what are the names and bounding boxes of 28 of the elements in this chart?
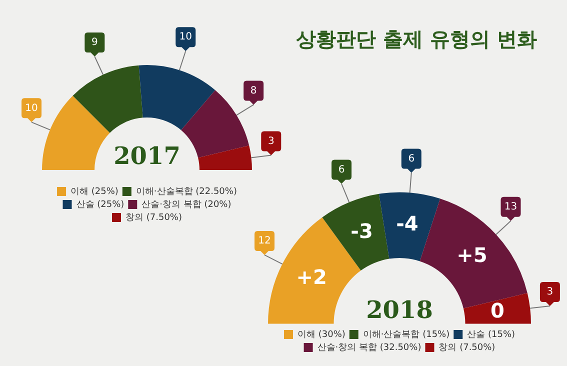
legend-label: 이해·산술복합 (22.50%)	[136, 186, 237, 197]
legend-label: 이해·산술복합 (15%)	[362, 330, 450, 340]
text: +2	[296, 265, 327, 290]
text: -3	[350, 218, 373, 243]
data-label: 6	[338, 164, 345, 176]
data-label: 13	[504, 202, 518, 213]
legend-label: 산술·창의 복합 (20%)	[142, 200, 232, 210]
data-label: 3	[546, 286, 554, 298]
text: 2017	[114, 141, 180, 170]
legend-label: 창의 (7.50%)	[126, 212, 182, 223]
text: +5	[456, 243, 488, 268]
data-label: 10	[179, 32, 192, 43]
legend-label: 이해 (30%)	[297, 330, 346, 340]
data-label: 10	[25, 102, 38, 114]
text: 0	[490, 298, 504, 322]
text: 2018	[366, 294, 433, 324]
legend-label: 산술 (15%)	[467, 330, 516, 340]
text: -4	[396, 212, 418, 236]
data-label: 8	[250, 85, 257, 96]
text: 상황판단 출제 유형의 변화	[296, 26, 537, 53]
legend-label: 산술·창의 복합 (32.50%)	[317, 342, 422, 353]
data-label: 12	[258, 236, 271, 247]
legend-label: 창의 (7.50%)	[438, 342, 496, 353]
legend-label: 이해 (25%)	[70, 186, 118, 197]
data-label: 9	[91, 37, 98, 48]
legend-label: 산술 (25%)	[76, 200, 124, 210]
data-label: 6	[408, 153, 415, 164]
data-label: 3	[268, 136, 274, 147]
